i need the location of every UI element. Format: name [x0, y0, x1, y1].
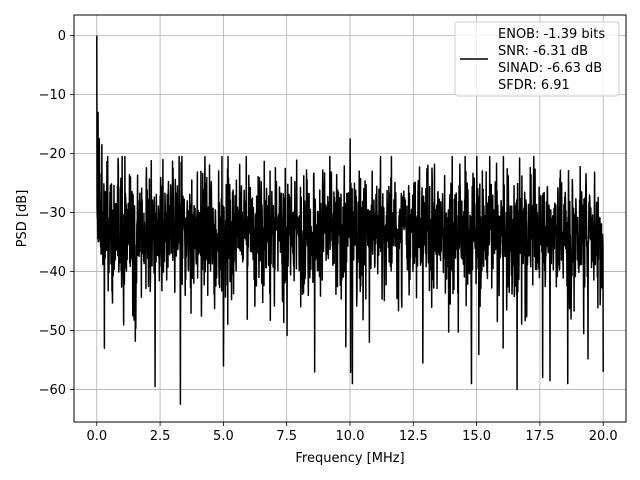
x-tick-label: 20.0 — [589, 429, 618, 444]
x-tick-label: 15.0 — [462, 429, 491, 444]
y-axis-ticks: 0 −10 −20 −30 −40 −50 −60 — [39, 29, 74, 398]
psd-series-line — [96, 35, 604, 406]
x-tick-label: 10.0 — [336, 429, 365, 444]
x-tick-label: 7.5 — [276, 429, 297, 444]
y-tick-label: −50 — [39, 324, 66, 339]
x-axis-ticks: 0.0 2.5 5.0 7.5 10.0 12.5 15.0 17.5 20.0 — [86, 422, 618, 444]
y-tick-label: −60 — [39, 383, 66, 398]
x-tick-label: 5.0 — [213, 429, 234, 444]
plot-series-group — [96, 35, 604, 406]
y-tick-label: −30 — [39, 206, 66, 221]
x-tick-label: 2.5 — [150, 429, 171, 444]
legend-enob-text: ENOB: -1.39 bits — [498, 27, 605, 42]
y-tick-label: −20 — [39, 147, 66, 162]
x-axis-label: Frequency [MHz] — [295, 451, 404, 466]
y-tick-label: −40 — [39, 265, 66, 280]
y-tick-label: 0 — [58, 29, 66, 44]
legend-sinad-text: SINAD: -6.63 dB — [498, 61, 602, 76]
legend-snr-text: SNR: -6.31 dB — [498, 44, 588, 59]
y-axis-label: PSD [dB] — [15, 190, 30, 248]
legend: ENOB: -1.39 bits SNR: -6.31 dB SINAD: -6… — [454, 21, 620, 97]
legend-sfdr-text: SFDR: 6.91 — [498, 78, 570, 93]
x-tick-label: 12.5 — [399, 429, 428, 444]
x-tick-label: 17.5 — [525, 429, 554, 444]
legend-box — [454, 21, 620, 97]
x-tick-label: 0.0 — [86, 429, 107, 444]
y-tick-label: −10 — [39, 88, 66, 103]
